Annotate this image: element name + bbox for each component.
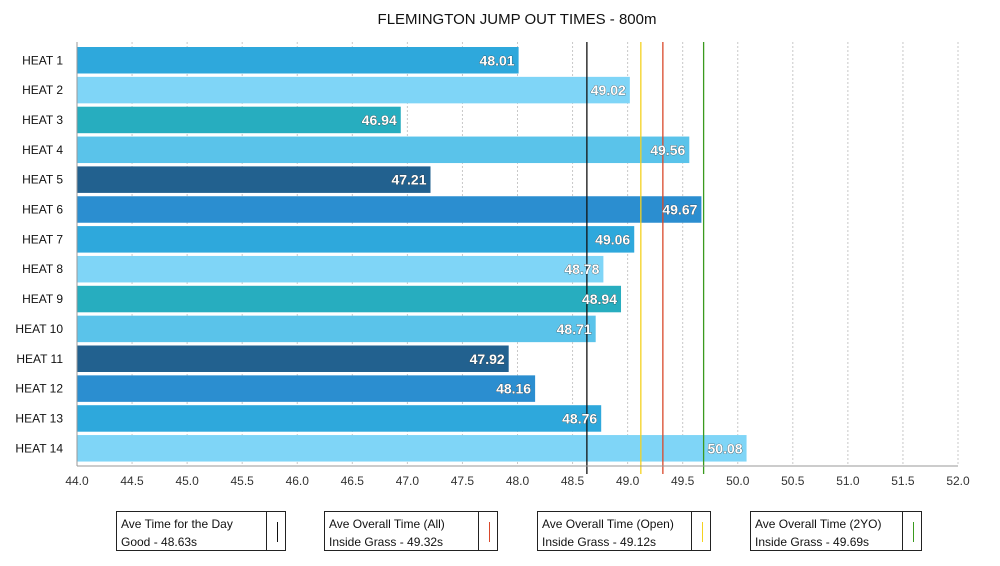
legend-swatch [277,522,278,542]
bar [77,285,622,313]
data-label: 47.92 [470,351,505,367]
legend-item: Ave Overall Time (All) Inside Grass - 49.… [324,511,498,551]
data-label: 49.02 [591,82,626,98]
legend-line-2: Good - 48.63s [121,535,198,549]
legend-item: Ave Overall Time (Open) Inside Grass - 49… [537,511,711,551]
category-label: HEAT 7 [22,232,63,246]
category-labels: HEAT 1 HEAT 2 HEAT 3 HEAT 4 HEAT 5 HEAT 6 HEAT… [15,53,63,455]
category-label: HEAT 2 [22,83,63,97]
data-label: 50.08 [708,440,743,456]
x-tick-label: 48.0 [506,474,530,488]
data-label: 48.76 [562,410,597,426]
data-label: 49.67 [662,202,697,218]
category-label: HEAT 12 [15,382,63,396]
x-tick-label: 49.0 [616,474,640,488]
category-label: HEAT 10 [15,322,63,336]
legend-swatch [489,522,490,542]
data-label: 46.94 [362,112,397,128]
category-label: HEAT 4 [22,143,63,157]
legend-swatch [913,522,914,542]
bar [77,166,431,193]
x-tick-label: 48.5 [561,474,585,488]
bar [77,106,401,134]
bar [77,345,509,372]
category-label: HEAT 1 [22,53,63,67]
data-label: 48.78 [564,261,599,277]
x-tick-label: 45.5 [231,474,255,488]
x-tick-label: 51.0 [836,474,860,488]
legend-item: Ave Time for the Day Good - 48.63s [116,511,286,551]
legend-divider [266,512,267,550]
category-label: HEAT 3 [22,113,63,127]
category-label: HEAT 8 [22,262,63,276]
bar [77,47,519,74]
bar [77,255,604,283]
bar [77,435,747,462]
bars-group [77,47,747,462]
x-tick-label: 47.5 [451,474,475,488]
x-axis: 44.0 44.5 45.0 45.5 46.0 46.5 47.0 47.5 48.0 48.5… [65,42,970,488]
data-label: 48.16 [496,381,531,397]
data-label: 49.56 [650,142,685,158]
legend-text: Ave Overall Time (All) Inside Grass - 49.… [329,515,445,551]
bar [77,226,635,253]
data-labels-group: 48.01 49.02 46.94 49.56 47.21 49.67 49.06 48.78… [361,52,743,457]
category-label: HEAT 11 [16,352,63,366]
reference-lines [586,42,705,474]
x-tick-label: 51.5 [891,474,915,488]
grid-lines [131,42,959,466]
legend-text: Ave Time for the Day Good - 48.63s [121,515,233,551]
chart-title: FLEMINGTON JUMP OUT TIMES - 800m [378,11,657,28]
x-tick-label: 52.0 [946,474,970,488]
bar-chart: FLEMINGTON JUMP OUT TIMES - 800m 48.01 49… [15,11,970,488]
legend-line-1: Ave Overall Time (All) [329,517,445,531]
x-tick-label: 50.0 [726,474,750,488]
x-tick-label: 44.5 [120,474,144,488]
bar [77,196,702,223]
legend-line-1: Ave Overall Time (2YO) [755,517,882,531]
legend-swatch [702,522,703,542]
x-tick-label: 46.0 [286,474,310,488]
x-tick-label: 44.0 [65,474,89,488]
data-label: 48.94 [582,291,617,307]
legend-line-1: Ave Overall Time (Open) [542,517,674,531]
bar [77,375,536,402]
category-label: HEAT 14 [15,441,63,455]
legend-line-2: Inside Grass - 49.32s [329,535,444,549]
x-tick-label: 49.5 [671,474,695,488]
data-label: 48.71 [557,321,592,337]
x-tick-label: 45.0 [175,474,199,488]
category-label: HEAT 9 [22,292,63,306]
legend-line-2: Inside Grass - 49.69s [755,535,870,549]
legend-divider [902,512,903,550]
legend-line-1: Ave Time for the Day [121,517,233,531]
x-tick-label: 46.5 [341,474,365,488]
x-tick-label: 47.0 [396,474,420,488]
data-label: 48.01 [480,52,515,68]
category-label: HEAT 6 [22,203,63,217]
legend-text: Ave Overall Time (Open) Inside Grass - 49… [542,515,674,551]
category-label: HEAT 5 [22,173,63,187]
bar [77,405,602,432]
bar [77,76,630,104]
legend-divider [691,512,692,550]
legend-item: Ave Overall Time (2YO) Inside Grass - 49.… [750,511,922,551]
legend-divider [478,512,479,550]
legend-line-2: Inside Grass - 49.12s [542,535,657,549]
legend-text: Ave Overall Time (2YO) Inside Grass - 49.… [755,515,881,551]
x-tick-label: 50.5 [781,474,805,488]
data-label: 47.21 [391,172,426,188]
category-label: HEAT 13 [15,411,63,425]
data-label: 49.06 [595,231,630,247]
bar [77,315,596,343]
bar [77,136,690,164]
